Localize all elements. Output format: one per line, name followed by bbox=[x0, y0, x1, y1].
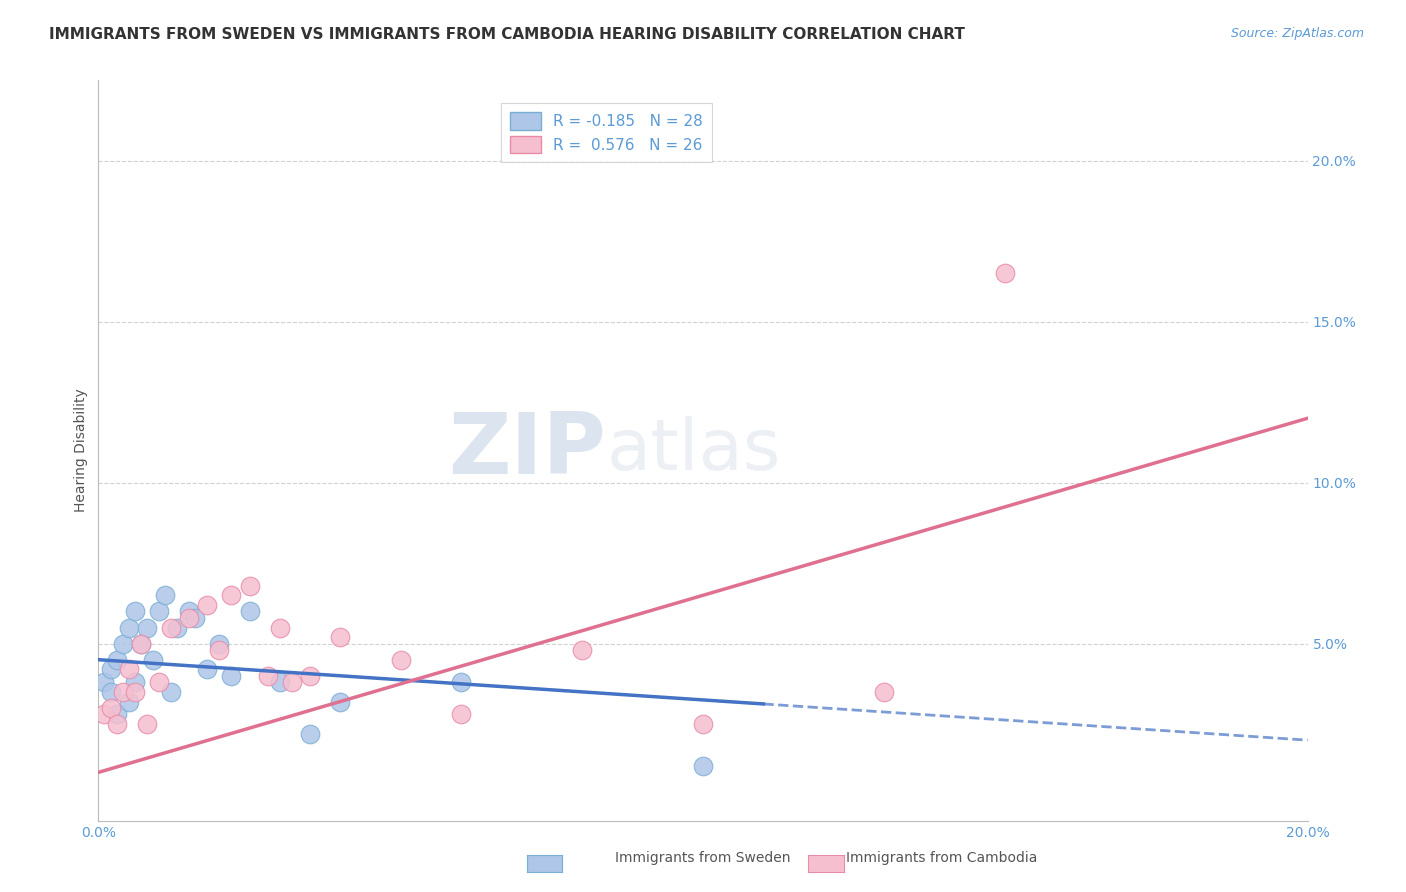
Point bbox=[221, 669, 243, 683]
Point bbox=[153, 588, 176, 602]
Point bbox=[329, 630, 352, 644]
Point bbox=[450, 707, 472, 722]
Point bbox=[124, 604, 146, 618]
Point bbox=[148, 604, 170, 618]
Legend: R = -0.185   N = 28, R =  0.576   N = 26: R = -0.185 N = 28, R = 0.576 N = 26 bbox=[501, 103, 711, 162]
Point bbox=[135, 717, 157, 731]
Point bbox=[129, 637, 152, 651]
Point bbox=[105, 653, 128, 667]
Point bbox=[135, 620, 157, 634]
Point bbox=[571, 643, 593, 657]
Point bbox=[873, 685, 896, 699]
Text: IMMIGRANTS FROM SWEDEN VS IMMIGRANTS FROM CAMBODIA HEARING DISABILITY CORRELATIO: IMMIGRANTS FROM SWEDEN VS IMMIGRANTS FRO… bbox=[49, 27, 965, 42]
Point bbox=[148, 675, 170, 690]
Point bbox=[299, 669, 322, 683]
Point bbox=[124, 685, 146, 699]
Point bbox=[166, 620, 188, 634]
Point bbox=[105, 707, 128, 722]
Text: atlas: atlas bbox=[606, 416, 780, 485]
Point bbox=[142, 653, 165, 667]
Point bbox=[208, 643, 231, 657]
Point bbox=[692, 759, 714, 773]
Point bbox=[129, 637, 152, 651]
Text: Source: ZipAtlas.com: Source: ZipAtlas.com bbox=[1230, 27, 1364, 40]
Point bbox=[208, 637, 231, 651]
Text: ZIP: ZIP bbox=[449, 409, 606, 492]
Point bbox=[195, 662, 218, 676]
Point bbox=[118, 620, 141, 634]
Point bbox=[124, 675, 146, 690]
Point bbox=[299, 727, 322, 741]
Y-axis label: Hearing Disability: Hearing Disability bbox=[75, 389, 89, 512]
Point bbox=[93, 675, 115, 690]
Point bbox=[111, 637, 134, 651]
Point bbox=[256, 669, 278, 683]
Point bbox=[111, 685, 134, 699]
Point bbox=[105, 717, 128, 731]
Point bbox=[994, 267, 1017, 281]
Point bbox=[160, 685, 183, 699]
Point bbox=[269, 675, 291, 690]
Point bbox=[118, 694, 141, 708]
Point bbox=[195, 598, 218, 612]
Point bbox=[239, 604, 262, 618]
Point bbox=[281, 675, 304, 690]
Point bbox=[100, 685, 122, 699]
Point bbox=[221, 588, 243, 602]
Point bbox=[239, 579, 262, 593]
Point bbox=[184, 611, 207, 625]
Point bbox=[118, 662, 141, 676]
Text: Immigrants from Cambodia: Immigrants from Cambodia bbox=[846, 851, 1038, 865]
Point bbox=[93, 707, 115, 722]
Point bbox=[692, 717, 714, 731]
Point bbox=[450, 675, 472, 690]
Point bbox=[389, 653, 412, 667]
Point bbox=[269, 620, 291, 634]
Point bbox=[179, 604, 201, 618]
Point bbox=[329, 694, 352, 708]
Point bbox=[160, 620, 183, 634]
Text: Immigrants from Sweden: Immigrants from Sweden bbox=[616, 851, 790, 865]
Point bbox=[100, 701, 122, 715]
Point bbox=[100, 662, 122, 676]
Point bbox=[179, 611, 201, 625]
